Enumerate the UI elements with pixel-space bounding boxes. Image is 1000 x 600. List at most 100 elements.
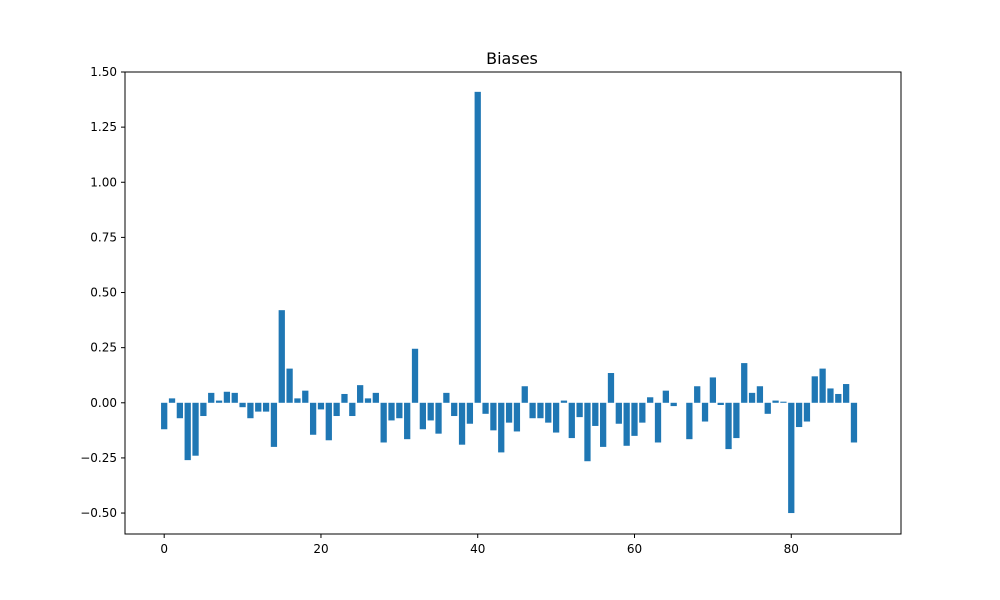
bar-62 xyxy=(647,397,654,403)
bar-81 xyxy=(795,402,803,428)
bar-18 xyxy=(302,390,309,403)
y-tick-label: −0.25 xyxy=(80,451,117,465)
bar-88 xyxy=(850,402,858,443)
bar-30 xyxy=(396,402,403,419)
bar-56 xyxy=(600,402,607,447)
bar-19 xyxy=(309,402,317,435)
bar-9 xyxy=(231,392,238,403)
bar-71 xyxy=(717,402,724,405)
bar-74 xyxy=(741,363,748,403)
bar-26 xyxy=(364,398,372,403)
y-tick-label: −0.50 xyxy=(80,506,117,520)
bar-47 xyxy=(529,402,536,419)
bar-75 xyxy=(748,392,756,403)
bar-87 xyxy=(842,384,850,403)
y-tick-label: 0.50 xyxy=(90,286,117,300)
bar-40 xyxy=(474,91,481,403)
y-axis: −0.50 −0.25 0.00 0.25 0.50 0.75 1.00 1.25 1.50 xyxy=(80,65,125,520)
bar-1 xyxy=(168,398,176,403)
bar-24 xyxy=(349,402,356,417)
bar-14 xyxy=(270,402,278,447)
bar-44 xyxy=(505,402,513,423)
x-axis: 0 20 40 60 80 xyxy=(160,534,799,556)
x-tick-label: 80 xyxy=(784,542,799,556)
y-tick-label: 0.75 xyxy=(90,230,117,244)
bar-64 xyxy=(662,390,669,403)
bar-72 xyxy=(725,402,732,450)
bar-25 xyxy=(357,385,364,403)
bar-53 xyxy=(576,402,583,418)
bar-13 xyxy=(262,402,270,412)
bar-52 xyxy=(568,402,575,439)
bar-39 xyxy=(466,402,474,424)
y-tick-label: 0.00 xyxy=(90,396,117,410)
bar-84 xyxy=(819,368,826,403)
bar-35 xyxy=(435,402,442,434)
bar-28 xyxy=(380,402,387,443)
y-tick-label: 1.00 xyxy=(90,175,117,189)
x-tick-label: 60 xyxy=(627,542,642,556)
bars-group xyxy=(161,91,865,514)
bar-51 xyxy=(560,400,568,403)
bar-55 xyxy=(592,402,599,426)
bar-86 xyxy=(835,393,842,403)
x-tick-label: 0 xyxy=(160,542,168,556)
bar-68 xyxy=(694,386,701,403)
bar-17 xyxy=(294,398,301,403)
bar-65 xyxy=(670,402,677,407)
bar-49 xyxy=(545,402,552,423)
plot-area-frame xyxy=(124,71,902,535)
bar-5 xyxy=(200,402,207,417)
bar-85 xyxy=(827,388,834,403)
bar-79 xyxy=(780,401,787,403)
bar-23 xyxy=(341,393,348,403)
bar-60 xyxy=(631,402,638,436)
bar-29 xyxy=(388,402,395,421)
bar-48 xyxy=(537,402,544,419)
bar-69 xyxy=(701,402,709,422)
bar-11 xyxy=(247,402,254,419)
bar-6 xyxy=(208,392,215,403)
y-tick-label: 1.25 xyxy=(90,120,117,134)
bar-22 xyxy=(333,402,340,417)
bar-16 xyxy=(286,368,293,403)
bar-37 xyxy=(451,402,458,417)
bar-78 xyxy=(772,400,779,403)
bar-20 xyxy=(317,402,325,410)
bar-10 xyxy=(239,402,246,408)
bar-42 xyxy=(490,402,497,431)
bar-3 xyxy=(184,402,191,461)
bar-83 xyxy=(811,376,818,403)
bar-34 xyxy=(427,402,434,421)
bar-31 xyxy=(404,402,411,440)
bar-41 xyxy=(482,402,489,414)
bar-61 xyxy=(639,402,646,423)
bar-15 xyxy=(278,310,285,403)
bar-36 xyxy=(443,392,450,403)
bar-4 xyxy=(192,402,199,456)
bar-57 xyxy=(607,373,615,403)
bar-76 xyxy=(756,386,764,403)
bar-0 xyxy=(161,402,168,430)
bar-8 xyxy=(223,391,231,403)
bar-54 xyxy=(584,402,591,462)
bar-7 xyxy=(215,400,223,403)
bar-45 xyxy=(513,402,521,432)
bar-70 xyxy=(709,377,717,403)
bar-58 xyxy=(615,402,622,424)
bar-59 xyxy=(623,402,630,446)
bar-73 xyxy=(733,402,740,439)
bar-32 xyxy=(411,348,419,403)
bar-46 xyxy=(521,386,528,403)
bar-43 xyxy=(498,402,505,453)
y-tick-label: 1.50 xyxy=(90,65,117,79)
x-tick-label: 20 xyxy=(313,542,328,556)
bar-12 xyxy=(255,402,262,412)
chart-title: Biases xyxy=(486,49,538,68)
bar-67 xyxy=(686,402,693,440)
bar-33 xyxy=(419,402,426,430)
bar-27 xyxy=(372,392,379,403)
bar-50 xyxy=(552,402,560,433)
